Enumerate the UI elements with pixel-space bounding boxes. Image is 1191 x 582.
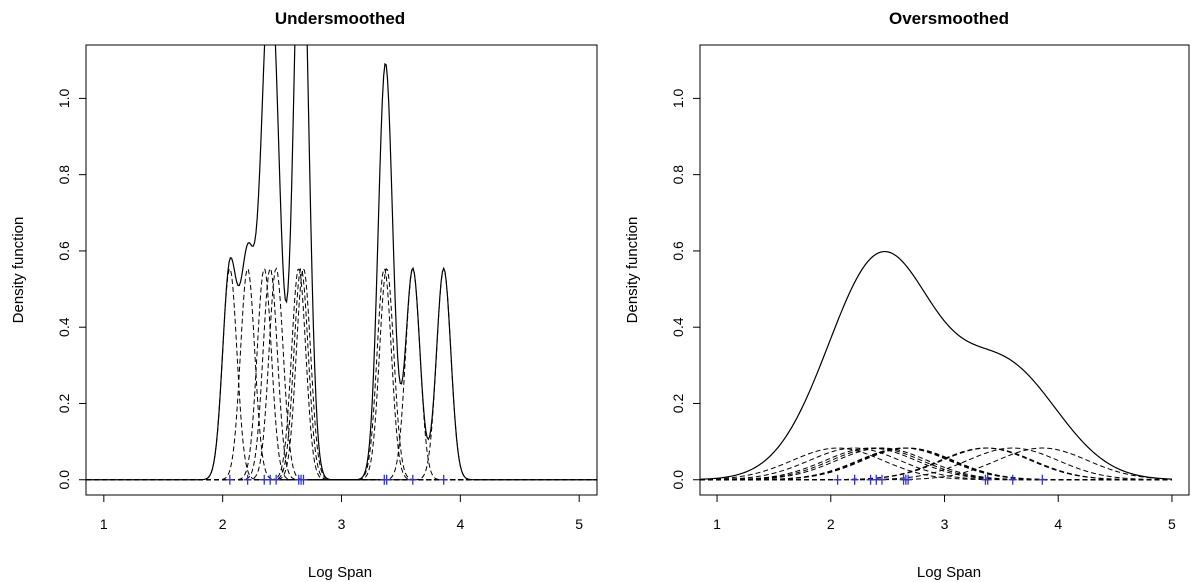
density-curve-group (86, 45, 597, 481)
kernel-curve (86, 267, 597, 481)
x-tick-label: 3 (338, 516, 346, 532)
y-tick-label: 0.2 (670, 394, 686, 414)
x-tick-label: 1 (100, 516, 108, 532)
kernel-curve (86, 268, 597, 481)
kernel-curve (86, 267, 597, 481)
chart-title: Undersmoothed (275, 9, 405, 28)
x-tick-label: 1 (713, 516, 721, 532)
plot-frame (85, 44, 598, 496)
panel-oversmoothed: Oversmoothed 1 2 3 4 5 0.0 0.2 0.4 0.6 0.8 1.0 Lo… (624, 9, 1190, 581)
kernel-curve (86, 267, 597, 481)
y-tick-label: 0.2 (56, 394, 72, 414)
plot-frame (699, 44, 1190, 496)
y-tick-label: 0.4 (670, 317, 686, 337)
x-tick-label: 2 (827, 516, 835, 532)
kernel-curve (86, 267, 597, 481)
x-tick-label: 2 (219, 516, 227, 532)
kernel-curve (700, 447, 1172, 481)
kernel-curve (86, 268, 597, 481)
y-tick-label: 0.8 (670, 165, 686, 185)
y-tick-label: 0.0 (56, 470, 72, 490)
y-tick-label: 1.0 (56, 88, 72, 108)
x-tick-label: 4 (1054, 516, 1062, 532)
panel-undersmoothed: Undersmoothed 1 2 3 4 5 0.0 0.2 0.4 0.6 0.8 1.0 L… (10, 9, 598, 581)
kernel-curve (86, 268, 597, 481)
y-tick-label: 0.0 (670, 470, 686, 490)
x-tick-label: 5 (575, 516, 583, 532)
kernel-curve (86, 267, 597, 481)
kernel-curves (700, 447, 1172, 481)
rug-marks (225, 474, 448, 485)
kernel-curve (700, 447, 1172, 481)
y-tick-label: 0.6 (56, 241, 72, 261)
y-tick-label: 0.8 (56, 165, 72, 185)
x-axis: 1 2 3 4 5 (100, 495, 583, 532)
y-axis: 0.0 0.2 0.4 0.6 0.8 1.0 (670, 88, 700, 489)
y-axis: 0.0 0.2 0.4 0.6 0.8 1.0 (56, 88, 86, 489)
x-axis-label: Log Span (917, 564, 981, 581)
kernel-curve (86, 268, 597, 481)
kernel-curves (86, 267, 597, 481)
chart-title: Oversmoothed (889, 9, 1009, 28)
x-tick-label: 4 (456, 516, 464, 532)
y-tick-label: 1.0 (670, 88, 686, 108)
y-tick-label: 0.4 (56, 317, 72, 337)
kernel-curve (86, 268, 597, 481)
density-curve (86, 45, 597, 481)
rug-marks (833, 474, 1047, 485)
density-curve (700, 250, 1172, 480)
x-axis: 1 2 3 4 5 (713, 495, 1176, 532)
y-axis-label: Density function (10, 217, 27, 324)
density-curve-group (700, 250, 1172, 480)
kernel-curve (86, 267, 597, 481)
x-tick-label: 5 (1168, 516, 1176, 532)
y-tick-label: 0.6 (670, 241, 686, 261)
kernel-curve (700, 447, 1172, 481)
kernel-curve (86, 268, 597, 481)
y-axis-label: Density function (624, 217, 641, 324)
x-axis-label: Log Span (308, 564, 372, 581)
x-tick-label: 3 (941, 516, 949, 532)
kernel-curve (700, 447, 1172, 481)
